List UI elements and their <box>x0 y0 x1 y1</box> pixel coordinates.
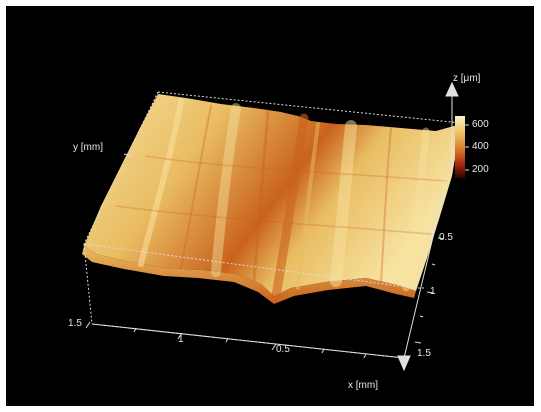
x-tick-label: 1.5 <box>68 318 82 329</box>
surface-ridges <box>115 98 447 301</box>
y-tick-label: 1.5 <box>417 348 431 359</box>
surface-ridge <box>252 109 270 283</box>
surface-top <box>84 94 461 296</box>
surface-ridge <box>271 113 309 301</box>
surface-ridge <box>138 98 184 267</box>
z-axis-label: z [μm] <box>453 73 481 84</box>
x-axis <box>85 321 405 359</box>
colorbar-tick-label: 400 <box>472 141 489 152</box>
surface-ridge <box>380 127 392 283</box>
surface-front-edge <box>82 246 416 304</box>
colorbar-tick-label: 600 <box>472 119 489 130</box>
surface-ridge <box>180 105 212 269</box>
x-axis-label: x [mm] <box>348 380 378 391</box>
z-axis-arrow <box>445 81 459 97</box>
x-tick-label: 1 <box>178 334 184 345</box>
surface-plot-3d <box>82 81 469 372</box>
surface-ridge <box>330 120 357 287</box>
y-tick-label: 1 <box>430 286 436 297</box>
y-tick-label: 0.5 <box>439 232 453 243</box>
surface-ridge <box>115 205 432 235</box>
surface-ridge <box>402 127 430 292</box>
surface-ridge <box>211 103 241 277</box>
y-axis-label: y [mm] <box>73 142 103 153</box>
surface-ridge <box>296 122 320 290</box>
x-tick-mark <box>177 332 183 340</box>
x-tick-label: 0.5 <box>276 344 290 355</box>
y-axis-arrow <box>397 355 411 372</box>
colorbar <box>455 116 465 178</box>
surface-plot-frame: z [μm] y [mm] x [mm] 600 400 200 1.5 1 0… <box>6 6 534 406</box>
x-tick-mark <box>271 343 277 351</box>
z-axis <box>445 81 459 174</box>
surface-ridge <box>145 155 447 182</box>
x-tick-mark <box>85 321 91 329</box>
colorbar-tick-label: 200 <box>472 164 489 175</box>
y-axis <box>397 190 445 372</box>
